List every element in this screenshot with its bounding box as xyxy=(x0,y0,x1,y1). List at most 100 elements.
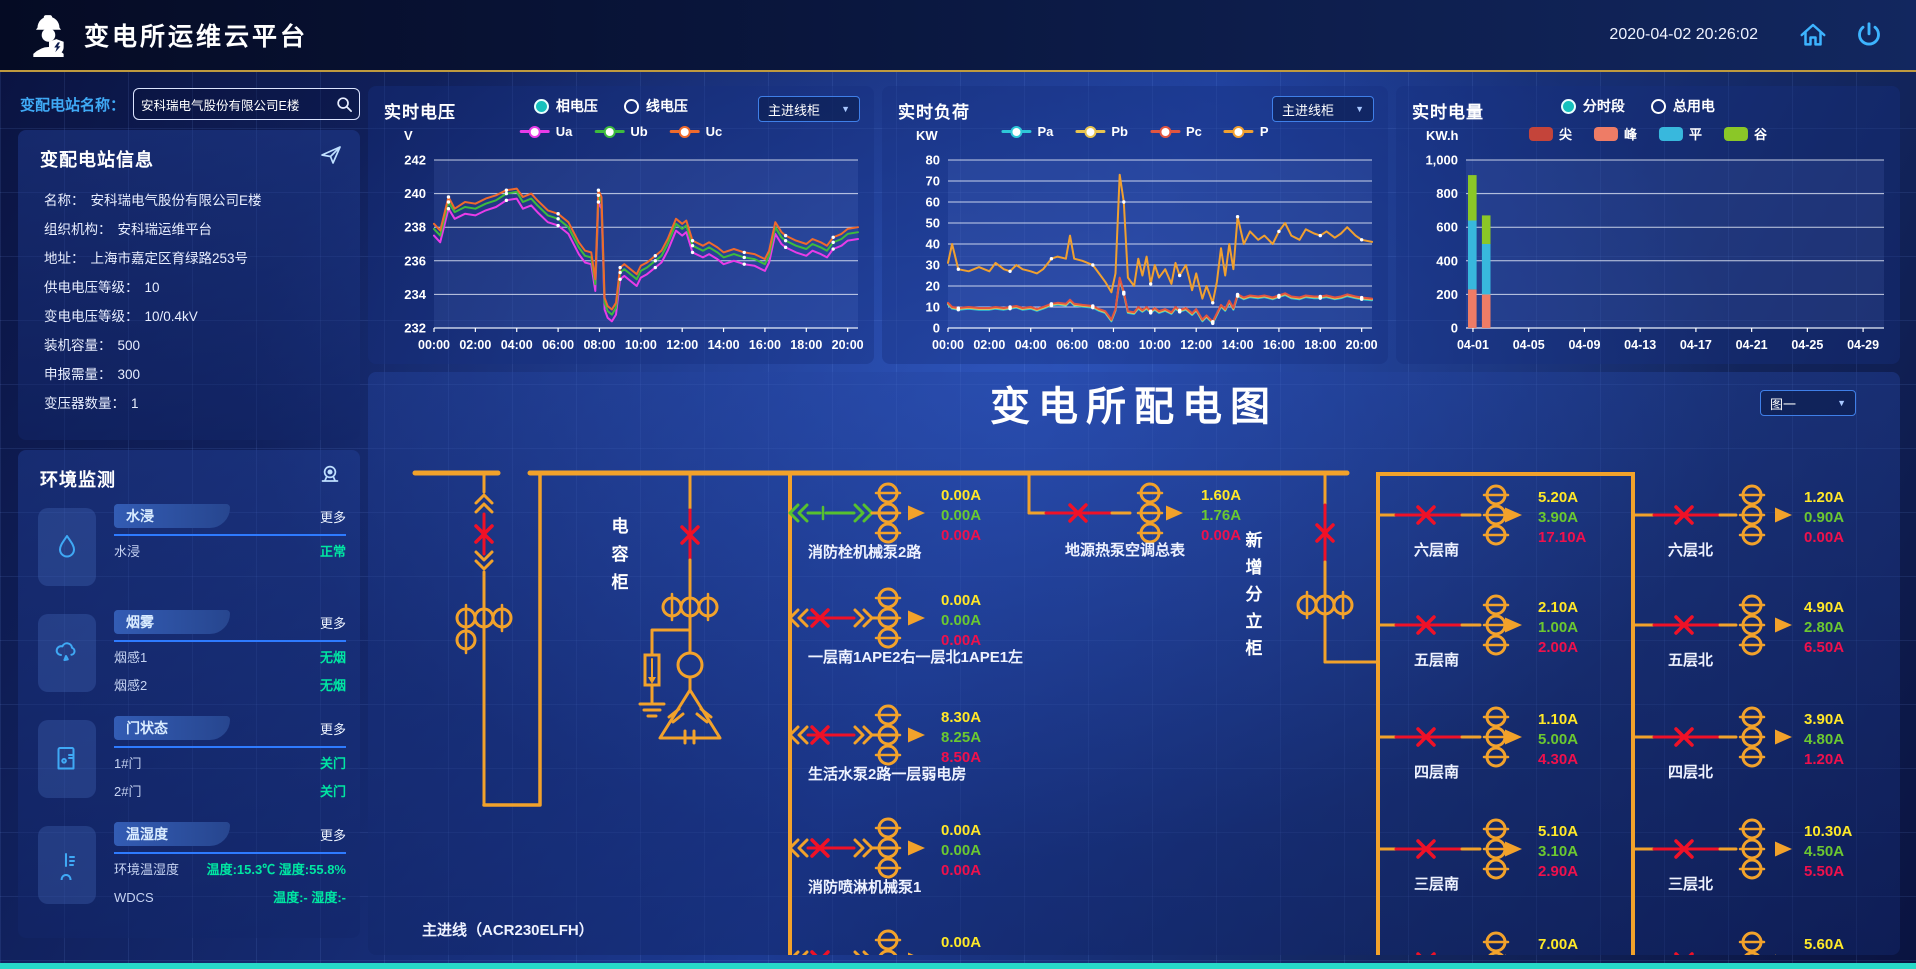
header-bar: 变电所运维云平台 2020-04-02 20:26:02 xyxy=(0,0,1916,72)
env-sensor-row: 1#门 关门 xyxy=(114,751,346,776)
svg-text:14:00: 14:00 xyxy=(708,338,740,352)
svg-text:18:00: 18:00 xyxy=(790,338,822,352)
env-tab-label[interactable]: 温湿度 xyxy=(114,822,230,846)
bar-峰 xyxy=(1481,294,1491,328)
info-field-value: 500 xyxy=(117,338,141,353)
env-sensor-row: 水浸 正常 xyxy=(114,539,346,564)
power-icon[interactable] xyxy=(1854,20,1884,50)
bottom-accent-strip xyxy=(0,963,1916,969)
load-cabinet-dropdown[interactable]: 主进线柜 ▼ xyxy=(1272,96,1374,122)
svg-text:0.00A: 0.00A xyxy=(941,527,981,544)
header-right: 2020-04-02 20:26:02 xyxy=(1609,20,1884,50)
legend-Ub[interactable]: Ub xyxy=(594,124,648,139)
legend-Pc[interactable]: Pc xyxy=(1149,124,1202,139)
station-search-row: 变配电站名称： xyxy=(20,88,360,120)
legend-swatch-icon xyxy=(1528,126,1553,141)
home-icon[interactable] xyxy=(1798,20,1828,50)
env-group-content: 水浸 更多水浸 正常 xyxy=(114,504,346,564)
env-sensor-value: 温度:- 湿度:- xyxy=(273,890,346,905)
legend-dot-icon xyxy=(603,125,616,138)
load-dropdown-value: 主进线柜 xyxy=(1282,102,1335,118)
send-icon[interactable] xyxy=(320,144,342,166)
diagram-selector-dropdown[interactable]: 图一 ▼ xyxy=(1760,390,1856,416)
info-field-value: 300 xyxy=(117,367,141,382)
svg-text:六层北: 六层北 xyxy=(1668,541,1713,559)
bar-谷 xyxy=(1481,215,1491,244)
x-axis: 00:00 02:00 04:00 06:00 08:00 10:00 12:00 14:00… xyxy=(932,327,1378,352)
legend-P[interactable]: P xyxy=(1223,124,1269,139)
radio-总用电[interactable]: 总用电 xyxy=(1650,96,1715,116)
env-divider xyxy=(114,852,346,854)
legend-Ua[interactable]: Ua xyxy=(519,124,572,139)
energy-legend: 尖峰平谷 xyxy=(1528,124,1767,143)
app-logo-worker-icon xyxy=(33,15,64,57)
camera-icon[interactable] xyxy=(318,464,342,486)
info-field-label: 变电电压等级： xyxy=(44,309,139,324)
legend-dot-icon xyxy=(1232,125,1245,138)
svg-text:234: 234 xyxy=(404,287,426,302)
info-field-label: 供电电压等级： xyxy=(44,280,139,295)
svg-text:04-25: 04-25 xyxy=(1791,338,1823,352)
legend-label: 平 xyxy=(1689,127,1703,142)
env-sensor-name: 1#门 xyxy=(114,756,142,771)
legend-line-icon xyxy=(1223,125,1254,138)
station-info-field: 名称： 安科瑞电气股份有限公司E楼 xyxy=(44,186,350,215)
svg-text:2.90A: 2.90A xyxy=(1538,863,1578,880)
svg-text:242: 242 xyxy=(404,153,426,168)
legend-Pa[interactable]: Pa xyxy=(1001,124,1053,139)
search-icon[interactable] xyxy=(336,96,353,113)
env-tab-label[interactable]: 门状态 xyxy=(114,716,230,740)
svg-text:30: 30 xyxy=(926,258,940,273)
svg-text:0.00A: 0.00A xyxy=(941,822,981,839)
env-more-link[interactable]: 更多 xyxy=(319,509,346,525)
svg-text:0.00A: 0.00A xyxy=(941,487,981,504)
legend-line-icon xyxy=(594,125,625,138)
svg-text:四层南: 四层南 xyxy=(1414,763,1459,781)
radio-分时段[interactable]: 分时段 xyxy=(1560,96,1625,116)
diagram-selector-value: 图一 xyxy=(1770,396,1797,412)
svg-text:0: 0 xyxy=(933,321,940,336)
env-divider xyxy=(114,746,346,748)
info-field-value: 10 xyxy=(144,280,160,295)
svg-text:0.00A: 0.00A xyxy=(941,632,981,649)
env-tab-label[interactable]: 烟雾 xyxy=(114,610,230,634)
svg-text:16:00: 16:00 xyxy=(1263,338,1295,352)
station-info-fields: 名称： 安科瑞电气股份有限公司E楼 组织机构： 安科瑞运维平台 地址： 上海市嘉定区育绿路… xyxy=(44,186,350,418)
svg-text:5.00A: 5.00A xyxy=(1538,731,1578,748)
svg-text:主进线（ACR230ELFH）: 主进线（ACR230ELFH） xyxy=(422,921,594,939)
radio-相电压[interactable]: 相电压 xyxy=(533,96,598,116)
svg-text:电: 电 xyxy=(612,516,629,536)
env-sensor-name: 水浸 xyxy=(114,544,141,559)
env-tab-label[interactable]: 水浸 xyxy=(114,504,230,528)
env-more-link[interactable]: 更多 xyxy=(319,615,346,631)
env-group-温湿度: 温湿度 更多 环境温湿度 温度:15.3℃ 湿度:55.8% WDCS 温度:- 湿度:- xyxy=(18,822,360,928)
radio-线电压[interactable]: 线电压 xyxy=(623,96,688,116)
svg-text:20:00: 20:00 xyxy=(832,338,864,352)
env-more-link[interactable]: 更多 xyxy=(319,721,346,737)
svg-text:2.80A: 2.80A xyxy=(1804,619,1844,636)
svg-text:立: 立 xyxy=(1246,611,1263,631)
env-group-content: 门状态 更多 1#门 关门 2#门 关门 xyxy=(114,716,346,804)
legend-平[interactable]: 平 xyxy=(1659,124,1702,143)
legend-label: Ub xyxy=(630,124,648,139)
legend-谷[interactable]: 谷 xyxy=(1724,124,1767,143)
legend-峰[interactable]: 峰 xyxy=(1593,124,1637,143)
legend-Uc[interactable]: Uc xyxy=(669,124,722,139)
svg-text:240: 240 xyxy=(404,186,426,201)
station-search-input[interactable] xyxy=(134,97,336,111)
station-info-field: 变电电压等级： 10/0.4kV xyxy=(44,302,350,331)
info-field-value: 上海市嘉定区育绿路253号 xyxy=(90,251,249,266)
radio-label: 相电压 xyxy=(555,98,598,114)
legend-swatch-icon xyxy=(1724,126,1749,141)
env-more-link[interactable]: 更多 xyxy=(319,827,346,843)
svg-text:0.00A: 0.00A xyxy=(941,842,981,859)
info-field-value: 1 xyxy=(131,396,139,411)
legend-尖[interactable]: 尖 xyxy=(1528,124,1572,143)
svg-text:柜: 柜 xyxy=(612,572,629,592)
legend-Pb[interactable]: Pb xyxy=(1075,124,1128,139)
voltage-cabinet-dropdown[interactable]: 主进线柜 ▼ xyxy=(758,96,860,122)
svg-text:04:00: 04:00 xyxy=(501,338,533,352)
energy-title: 实时电量 xyxy=(1412,103,1484,122)
env-tab-row: 水浸 更多 xyxy=(114,504,346,528)
